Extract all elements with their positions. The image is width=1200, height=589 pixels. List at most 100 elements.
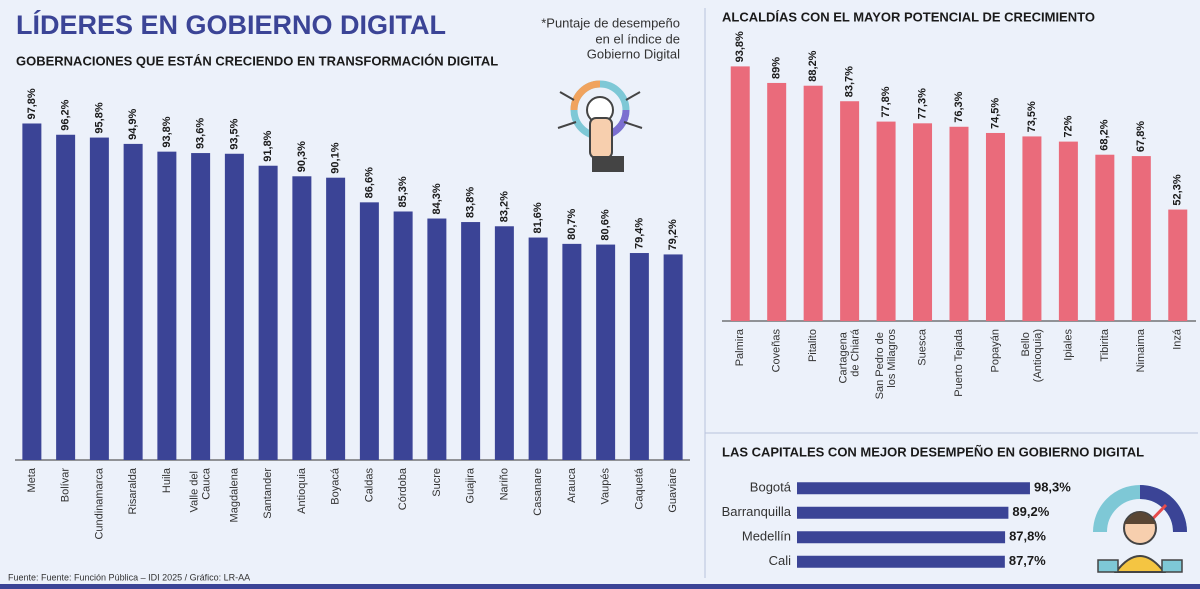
x-tick-label: Nariño xyxy=(498,468,510,500)
bar xyxy=(1022,136,1042,321)
value-label: 68,2% xyxy=(1099,119,1111,150)
value-label: 83,2% xyxy=(498,191,510,222)
bar xyxy=(461,222,481,460)
bar xyxy=(985,132,1005,321)
bar xyxy=(840,101,860,321)
value-label: 95,8% xyxy=(93,102,105,133)
bar xyxy=(629,253,649,460)
value-label: 72% xyxy=(1062,115,1074,137)
bar xyxy=(1131,156,1151,321)
value-label: 97,8% xyxy=(26,88,38,119)
value-label: 93,6% xyxy=(195,118,207,149)
bar xyxy=(427,218,447,460)
y-tick-label: Barranquilla xyxy=(722,504,792,519)
x-tick-label: Ipiales xyxy=(1062,329,1074,361)
bar xyxy=(562,243,582,460)
bar xyxy=(494,226,514,460)
value-label: 87,7% xyxy=(1009,553,1046,568)
value-label: 98,3% xyxy=(1034,480,1071,495)
bar xyxy=(89,137,109,460)
value-label: 93,5% xyxy=(228,118,240,149)
bar xyxy=(876,121,896,321)
x-tick-label: Boyacá xyxy=(330,467,342,505)
page-title: LÍDERES EN GOBIERNO DIGITAL xyxy=(16,9,446,40)
bar xyxy=(56,134,76,460)
x-tick-label: Pitalito xyxy=(807,329,819,362)
value-label: 90,3% xyxy=(296,141,308,172)
x-tick-label: Puerto Tejada xyxy=(953,328,965,397)
x-tick-label: Bolívar xyxy=(60,468,72,503)
value-label: 79,2% xyxy=(667,219,679,250)
x-tick-label: Cartagena de Chiará xyxy=(837,328,861,383)
x-tick-label: Nimaima xyxy=(1135,328,1147,372)
x-tick-label: Cundinamarca xyxy=(93,467,105,539)
value-label: 79,4% xyxy=(633,218,645,249)
value-label: 89% xyxy=(771,57,783,79)
value-label: 93,8% xyxy=(734,31,746,62)
x-tick-label: Vaupés xyxy=(600,468,612,505)
x-tick-label: Suesca xyxy=(916,328,928,366)
value-label: 91,8% xyxy=(262,130,274,161)
y-tick-label: Bogotá xyxy=(750,480,792,495)
bar xyxy=(797,482,1030,495)
x-tick-label: Magdalena xyxy=(228,467,240,522)
x-tick-label: Huila xyxy=(161,467,173,493)
x-tick-label: Santander xyxy=(262,468,274,519)
bar xyxy=(528,237,548,460)
x-tick-label: Meta xyxy=(26,467,38,492)
x-tick-label: Córdoba xyxy=(397,467,409,510)
value-label: 93,8% xyxy=(161,116,173,147)
chart-title: LAS CAPITALES CON MEJOR DESEMPEÑO EN GOB… xyxy=(722,444,1144,459)
value-label: 74,5% xyxy=(989,98,1001,129)
value-label: 77,8% xyxy=(880,86,892,117)
value-label: 86,6% xyxy=(363,167,375,198)
x-tick-label: Tibirita xyxy=(1099,328,1111,361)
bar xyxy=(123,143,143,461)
hand-icon xyxy=(557,80,643,172)
note: *Puntaje de desempeño xyxy=(541,15,680,30)
value-label: 88,2% xyxy=(807,50,819,81)
bar xyxy=(803,85,823,322)
x-tick-label: Antioquia xyxy=(296,467,308,514)
bar xyxy=(292,176,312,460)
source: Fuente: Fuente: Función Pública – IDI 20… xyxy=(8,572,250,582)
bar xyxy=(393,211,413,460)
x-tick-label: Valle del Cauca xyxy=(188,467,212,512)
bar xyxy=(797,555,1005,568)
bar xyxy=(663,254,683,460)
x-tick-label: San Pedro de los Milagros xyxy=(874,329,898,400)
bar xyxy=(1168,209,1188,321)
value-label: 85,3% xyxy=(397,176,409,207)
value-label: 77,3% xyxy=(916,88,928,119)
bar xyxy=(767,82,787,321)
note: en el índice de xyxy=(595,31,680,46)
person-icon xyxy=(1093,485,1187,573)
bar xyxy=(1058,141,1078,321)
footer-band xyxy=(0,584,1200,589)
bar xyxy=(596,244,616,460)
x-tick-label: Arauca xyxy=(566,467,578,503)
value-label: 87,8% xyxy=(1009,529,1046,544)
x-tick-label: Caquetá xyxy=(633,467,645,509)
bar xyxy=(326,177,346,461)
x-tick-label: Bello (Antioquia) xyxy=(1020,329,1044,382)
value-label: 67,8% xyxy=(1135,121,1147,152)
bar xyxy=(797,531,1006,544)
bar xyxy=(797,506,1009,519)
value-label: 80,6% xyxy=(600,209,612,240)
value-label: 52,3% xyxy=(1172,174,1184,205)
bar xyxy=(157,151,177,460)
value-label: 76,3% xyxy=(953,91,965,122)
value-label: 81,6% xyxy=(532,202,544,233)
bar xyxy=(730,66,750,321)
chart-title: ALCALDÍAS CON EL MAYOR POTENCIAL DE CREC… xyxy=(722,9,1095,24)
x-tick-label: Guajira xyxy=(465,467,477,503)
bar xyxy=(191,153,211,460)
value-label: 73,5% xyxy=(1026,101,1038,132)
chart-title: GOBERNACIONES QUE ESTÁN CRECIENDO EN TRA… xyxy=(16,53,498,68)
x-tick-label: Caldas xyxy=(363,468,375,503)
x-tick-label: Popayán xyxy=(989,329,1001,372)
x-tick-label: Inzá xyxy=(1172,328,1184,350)
x-tick-label: Casanare xyxy=(532,468,544,516)
